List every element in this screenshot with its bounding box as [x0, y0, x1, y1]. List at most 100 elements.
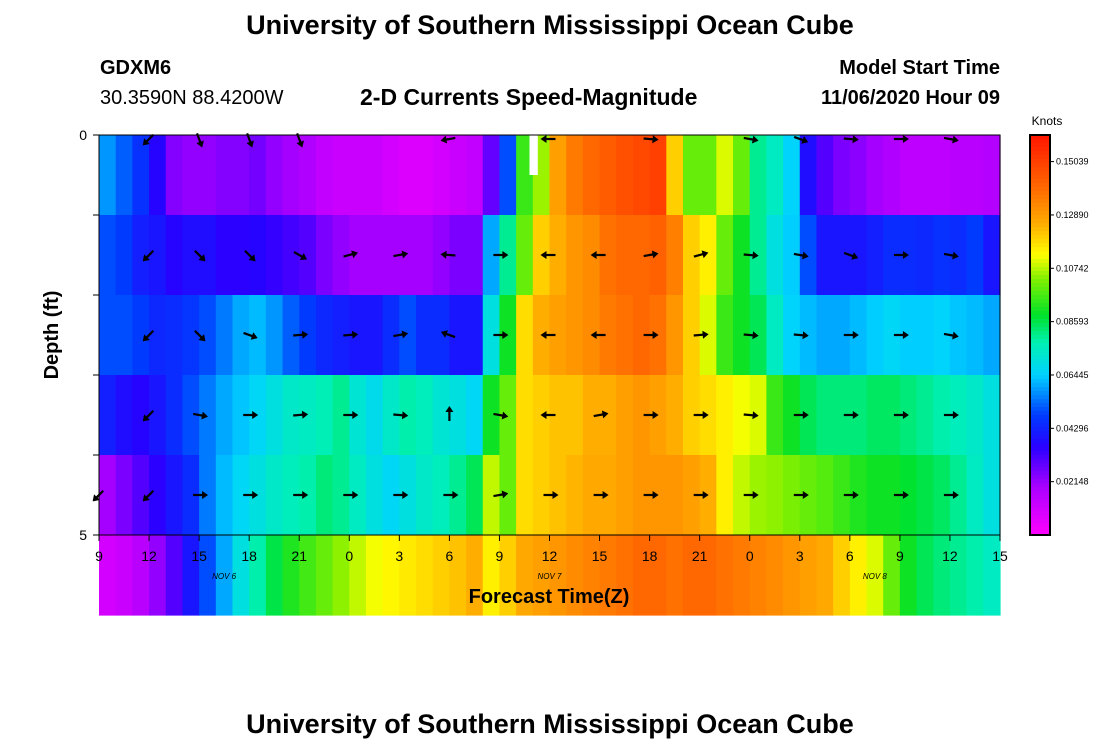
x-tick-label: 15: [191, 548, 207, 564]
heat-cell: [849, 295, 868, 376]
heat-cell: [182, 375, 200, 456]
heat-cell: [149, 295, 167, 376]
colorbar-segment: [1030, 363, 1050, 368]
colorbar-segment: [1030, 219, 1050, 224]
vector-arrow: [590, 251, 606, 259]
colorbar-segment: [1030, 355, 1050, 360]
heat-cell: [182, 295, 200, 376]
colorbar-segment: [1030, 459, 1050, 464]
heat-cell: [799, 215, 818, 296]
colorbar-segment: [1030, 371, 1050, 376]
heat-cell: [232, 375, 250, 456]
heat-cell: [432, 295, 450, 376]
heat-cell: [432, 135, 450, 216]
heat-cell: [282, 535, 300, 616]
heat-cell: [833, 135, 851, 216]
heat-cell: [933, 215, 951, 296]
heat-cell: [916, 535, 934, 616]
colorbar-segment: [1030, 255, 1050, 260]
colorbar-segment: [1030, 179, 1050, 184]
heat-cell: [766, 215, 784, 296]
heat-cell: [399, 455, 417, 536]
heat-cell: [966, 455, 984, 536]
x-tick-label: 9: [896, 548, 904, 564]
heat-cell: [365, 295, 384, 376]
heat-cell: [315, 215, 334, 296]
heat-cell: [332, 135, 350, 216]
current-vectors: [92, 132, 959, 502]
heat-cell: [649, 535, 667, 616]
vector-arrow: [743, 331, 759, 340]
vector-arrow: [293, 330, 309, 339]
vector-arrow: [293, 491, 309, 499]
heat-cell: [199, 135, 217, 216]
heat-cell: [499, 455, 517, 536]
colorbar-segment: [1030, 383, 1050, 388]
heat-cell: [215, 375, 234, 456]
vector-arrow: [843, 251, 859, 260]
colorbar-segment: [1030, 483, 1050, 488]
heat-cell: [99, 535, 117, 616]
heat-cell: [399, 535, 417, 616]
colorbar-segment: [1030, 359, 1050, 364]
colorbar-segment: [1030, 487, 1050, 492]
heat-cell: [983, 535, 1001, 616]
heat-cell: [282, 375, 300, 456]
colorbar-segment: [1030, 183, 1050, 188]
chart-subtitle: 2-D Currents Speed-Magnitude: [360, 84, 698, 110]
heat-cell: [666, 455, 684, 536]
vector-arrow: [593, 410, 609, 419]
heat-cell: [816, 455, 834, 536]
axis-ticks: 9 12 15 18 21 0 3 6 9 12 15 18 21 0 3 6 9 12 15 0 5 NOV 6 NOV …: [79, 127, 1008, 581]
colorbar-segment: [1030, 503, 1050, 508]
heat-cell: [966, 295, 984, 376]
x-tick-label: 9: [496, 548, 504, 564]
vector-arrow: [793, 331, 809, 340]
heat-cell: [883, 535, 901, 616]
vector-arrow: [793, 135, 809, 144]
vector-arrow: [793, 251, 809, 260]
heat-cell: [315, 295, 334, 376]
x-tick-label: 3: [395, 548, 403, 564]
heat-cell: [432, 455, 450, 536]
heat-cell: [983, 135, 1001, 216]
heat-cell: [783, 375, 801, 456]
colorbar-tick-label: 0.08593: [1056, 317, 1089, 327]
heat-cell: [215, 455, 234, 536]
heat-cell: [682, 535, 701, 616]
heat-cell: [599, 295, 617, 376]
heat-cell: [966, 135, 984, 216]
x-tick-label: 12: [141, 548, 157, 564]
heat-cell: [933, 135, 951, 216]
heat-cell: [649, 135, 667, 216]
vector-arrow: [590, 331, 606, 339]
colorbar-segment: [1030, 187, 1050, 192]
colorbar-segment: [1030, 343, 1050, 348]
colorbar-segment: [1030, 499, 1050, 504]
vector-arrow: [440, 330, 456, 339]
colorbar-segment: [1030, 211, 1050, 216]
heat-cell: [816, 135, 834, 216]
heat-cell: [899, 135, 918, 216]
heat-cell: [299, 455, 317, 536]
y-tick-label: 5: [79, 527, 87, 543]
heat-cell: [632, 375, 651, 456]
heat-cell: [165, 455, 184, 536]
vector-arrow: [440, 135, 456, 144]
heat-cell: [499, 215, 517, 296]
colorbar-segment: [1030, 399, 1050, 404]
heat-cell: [616, 295, 634, 376]
colorbar-segment: [1030, 171, 1050, 176]
heat-cell: [632, 455, 651, 536]
heat-cell: [899, 535, 918, 616]
heat-cell: [482, 295, 501, 376]
heat-cell: [666, 375, 684, 456]
heat-cell: [966, 535, 984, 616]
heat-cell: [482, 215, 501, 296]
colorbar-segment: [1030, 135, 1050, 140]
vector-arrow: [893, 491, 909, 499]
vector-arrow: [793, 491, 809, 499]
colorbar-segment: [1030, 443, 1050, 448]
x-tick-label: 12: [942, 548, 958, 564]
heat-cell: [99, 295, 117, 376]
